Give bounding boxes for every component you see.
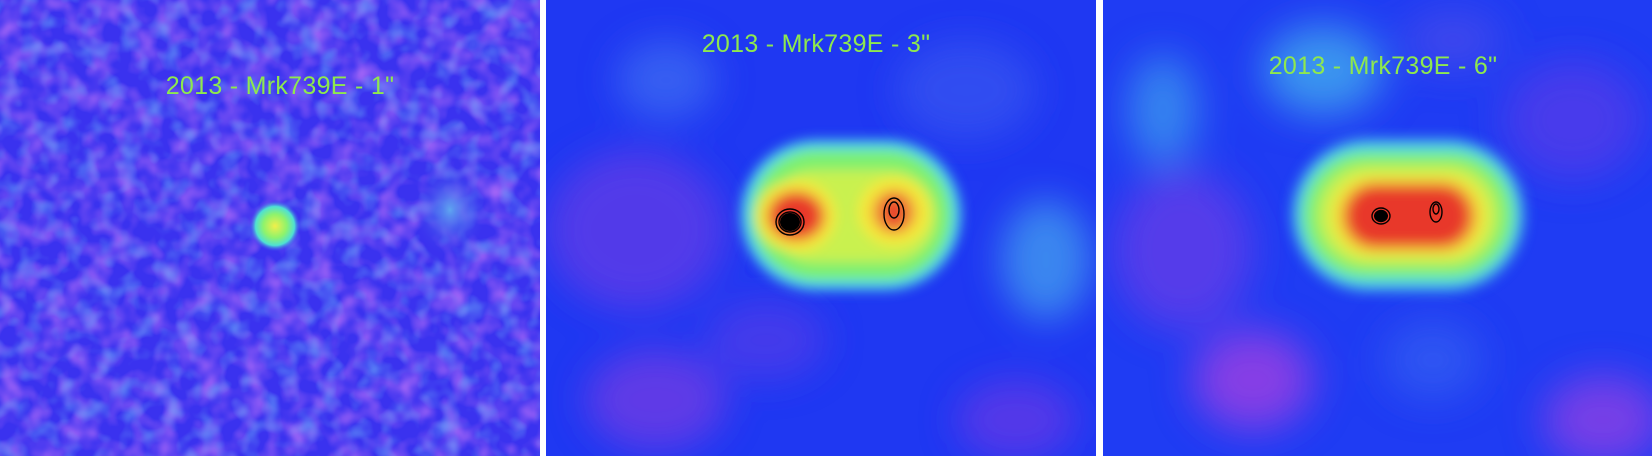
panel-1arcsec-image <box>0 0 540 456</box>
panel-3-contour-core <box>1374 210 1388 222</box>
panel-1-point-source <box>249 200 301 252</box>
panel-2-diffuse-emission <box>546 40 1091 456</box>
panel-3-diffuse-emission <box>1113 10 1652 456</box>
panel-2-double-source <box>741 140 961 290</box>
panel-6arcsec-image <box>1103 0 1652 456</box>
panel-6arcsec: 2013 - Mrk739E - 6" <box>1103 0 1652 456</box>
panel-1arcsec: 2013 - Mrk739E - 1" <box>0 0 540 456</box>
panel-3arcsec: 2013 - Mrk739E - 3" <box>546 0 1096 456</box>
panel-3-merged-source <box>1293 140 1523 290</box>
panel-3arcsec-image <box>546 0 1096 456</box>
panel-2-contour-core <box>780 213 800 231</box>
panel-1-diffuse-blob <box>412 162 488 258</box>
